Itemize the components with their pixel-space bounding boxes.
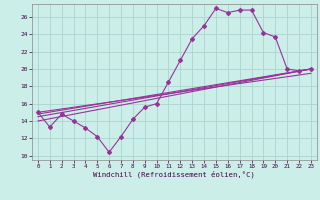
X-axis label: Windchill (Refroidissement éolien,°C): Windchill (Refroidissement éolien,°C) — [93, 171, 255, 178]
